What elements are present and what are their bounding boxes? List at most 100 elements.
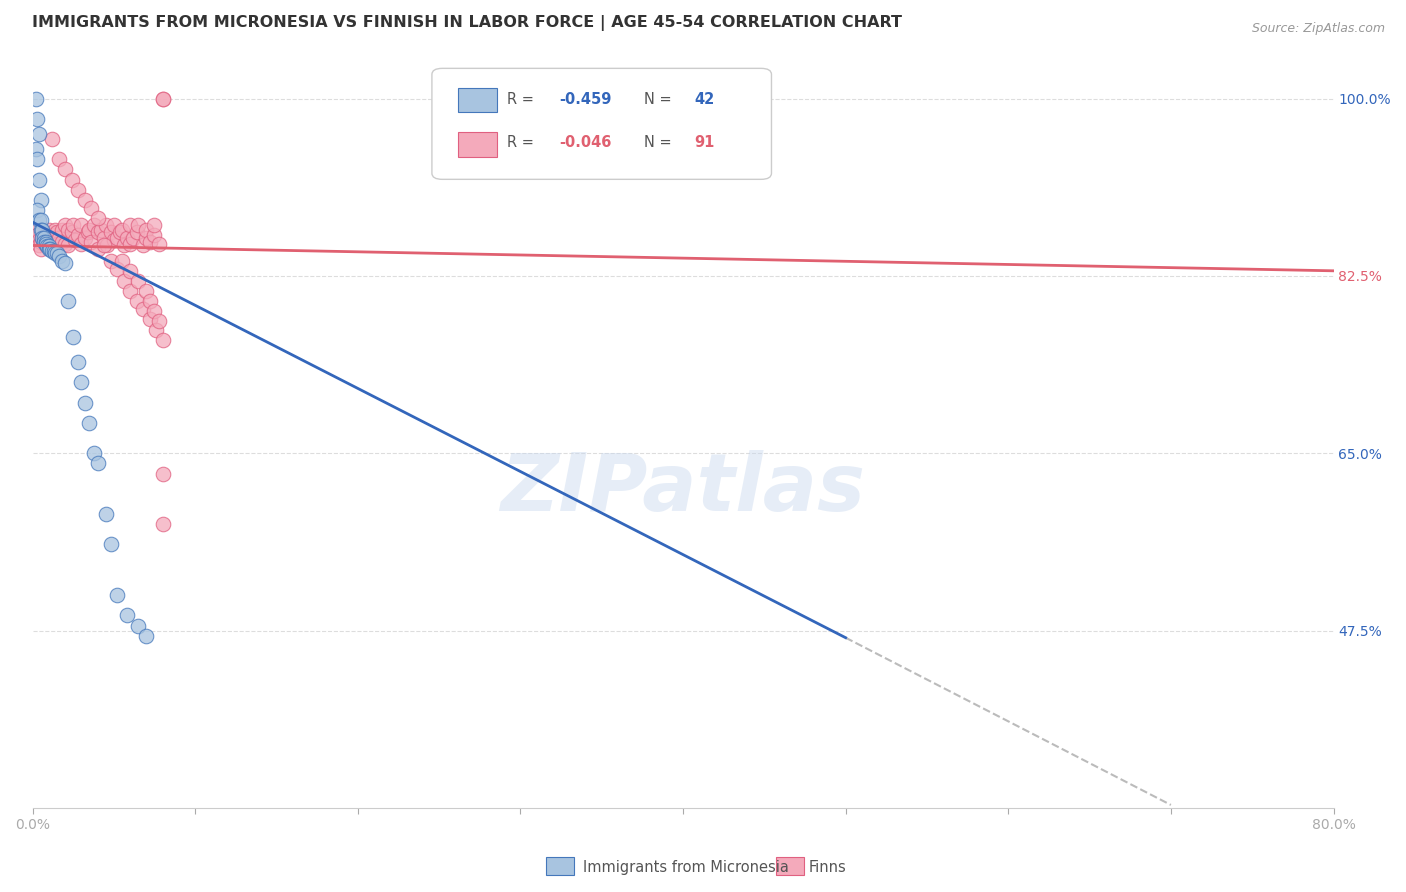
Point (135, 284, 157, 298)
Bar (776, 857, 804, 875)
Point (62, 329, 84, 343)
Point (31, 223, 53, 237)
Bar (546, 857, 574, 875)
Point (38, 239, 60, 253)
Point (42, 231, 65, 245)
Text: -0.046: -0.046 (560, 136, 612, 151)
Point (103, 234, 125, 248)
Point (41, 244, 63, 258)
Point (127, 618, 149, 632)
Point (86, 242, 108, 256)
Point (111, 253, 134, 268)
Point (70, 237, 93, 252)
FancyBboxPatch shape (432, 69, 772, 179)
Point (122, 231, 145, 245)
Point (120, 237, 142, 252)
Point (86, 225, 108, 239)
Point (28, 127, 51, 141)
Point (83, 218, 105, 232)
Point (58, 223, 80, 237)
Point (41, 132, 63, 146)
Point (120, 264, 142, 278)
Point (86, 211, 108, 226)
Point (70, 218, 93, 232)
Point (63, 234, 86, 248)
Point (152, 91, 174, 105)
Point (132, 302, 155, 317)
Point (30, 223, 52, 237)
Point (62, 218, 84, 232)
Point (53, 218, 76, 232)
Point (42, 244, 65, 258)
Point (38, 231, 60, 245)
Point (27, 228, 49, 243)
Point (120, 284, 142, 298)
Point (44, 245, 66, 260)
Point (96, 238, 118, 252)
Point (24, 223, 46, 237)
Point (45, 237, 67, 252)
Point (30, 213, 52, 227)
Point (76, 225, 98, 239)
Point (138, 235, 160, 250)
Point (30, 235, 52, 250)
Text: Source: ZipAtlas.com: Source: ZipAtlas.com (1251, 22, 1385, 36)
Text: Immigrants from Micronesia: Immigrants from Micronesia (583, 860, 789, 874)
Text: ZIPatlas: ZIPatlas (501, 450, 866, 528)
Point (93, 238, 115, 252)
Point (60, 225, 83, 239)
Point (143, 228, 166, 243)
Point (53, 162, 76, 177)
Point (94, 507, 117, 521)
Text: 42: 42 (695, 92, 716, 107)
Point (27, 112, 49, 126)
Point (145, 323, 167, 337)
Point (143, 218, 166, 232)
Point (67, 355, 90, 369)
Point (32, 234, 55, 248)
Point (45, 245, 67, 260)
Point (80, 201, 103, 215)
Point (86, 456, 108, 470)
Point (152, 91, 174, 105)
Point (31, 231, 53, 245)
Point (32, 231, 55, 245)
Point (127, 218, 149, 232)
Point (152, 517, 174, 532)
Point (110, 225, 132, 239)
Point (135, 629, 157, 643)
Text: N =: N = (644, 92, 676, 107)
Point (44, 223, 66, 237)
Text: IMMIGRANTS FROM MICRONESIA VS FINNISH IN LABOR FORCE | AGE 45-54 CORRELATION CHA: IMMIGRANTS FROM MICRONESIA VS FINNISH IN… (32, 15, 903, 31)
Point (90, 223, 112, 237)
Point (28, 234, 51, 248)
Point (30, 193, 52, 207)
Point (45, 225, 67, 239)
Point (34, 235, 56, 250)
Point (100, 253, 122, 268)
Point (53, 256, 76, 270)
Point (48, 249, 70, 263)
Point (105, 261, 128, 276)
Point (79, 223, 101, 237)
Point (32, 235, 55, 250)
Point (79, 416, 101, 430)
Point (152, 333, 174, 347)
Point (120, 218, 142, 232)
Text: R =: R = (508, 92, 538, 107)
Text: R =: R = (508, 136, 538, 151)
Point (94, 218, 117, 232)
Point (28, 238, 51, 252)
Point (100, 537, 122, 551)
Point (115, 231, 138, 245)
Point (60, 172, 83, 186)
Point (73, 231, 96, 245)
Point (28, 213, 51, 227)
Point (38, 223, 60, 237)
Text: N =: N = (644, 136, 676, 151)
Point (83, 446, 105, 460)
Point (37, 239, 59, 253)
Point (111, 223, 134, 237)
Point (34, 238, 56, 252)
Point (148, 314, 170, 328)
